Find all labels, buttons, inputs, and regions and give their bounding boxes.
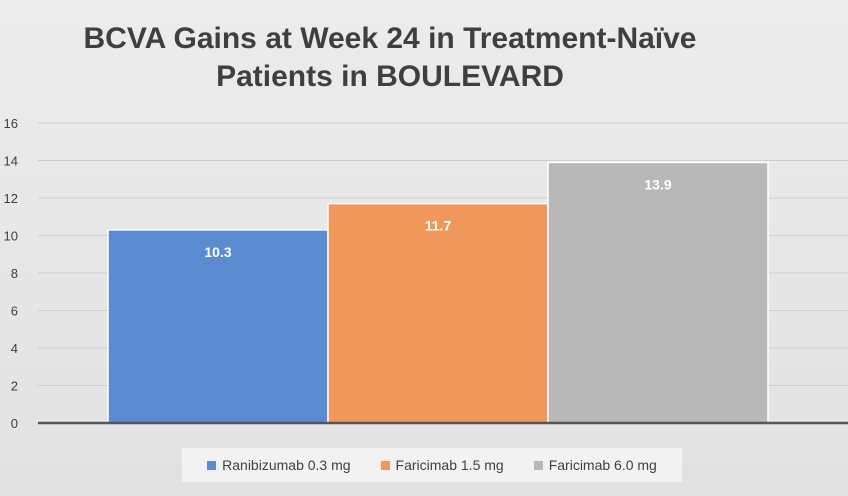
chart-title-line-1: BCVA Gains at Week 24 in Treatment-Naïve [83, 22, 697, 55]
legend-item-faricimab-6-0: Faricimab 6.0 mg [533, 457, 657, 473]
bar [547, 161, 769, 424]
legend-item-faricimab-1-5: Faricimab 1.5 mg [380, 457, 504, 473]
legend-swatch-faricimab-1-5 [380, 460, 390, 470]
legend-label-faricimab-6-0: Faricimab 6.0 mg [548, 457, 657, 473]
data-label: 11.7 [425, 218, 452, 234]
chart-title: BCVA Gains at Week 24 in Treatment-Naïve… [0, 20, 780, 96]
y-tick-label: 2 [11, 379, 18, 394]
legend-swatch-faricimab-6-0 [533, 460, 543, 470]
y-tick-label: 14 [4, 154, 18, 169]
y-tick-label: 16 [4, 116, 18, 131]
y-tick-label: 10 [4, 229, 18, 244]
legend-item-ranibizumab: Ranibizumab 0.3 mg [207, 457, 351, 473]
data-label: 10.3 [204, 244, 231, 260]
legend-label-faricimab-1-5: Faricimab 1.5 mg [395, 457, 504, 473]
y-tick-label: 6 [11, 304, 18, 319]
legend: Ranibizumab 0.3 mg Faricimab 1.5 mg Fari… [182, 448, 682, 482]
y-tick-label: 12 [4, 191, 18, 206]
chart-title-line-2: Patients in BOULEVARD [216, 60, 564, 93]
y-tick-label: 8 [11, 266, 18, 281]
legend-label-ranibizumab: Ranibizumab 0.3 mg [222, 457, 351, 473]
y-tick-label: 4 [11, 341, 18, 356]
legend-swatch-ranibizumab [207, 460, 217, 470]
bar [327, 202, 549, 424]
data-label: 13.9 [644, 176, 671, 192]
y-tick-label: 0 [11, 416, 18, 431]
